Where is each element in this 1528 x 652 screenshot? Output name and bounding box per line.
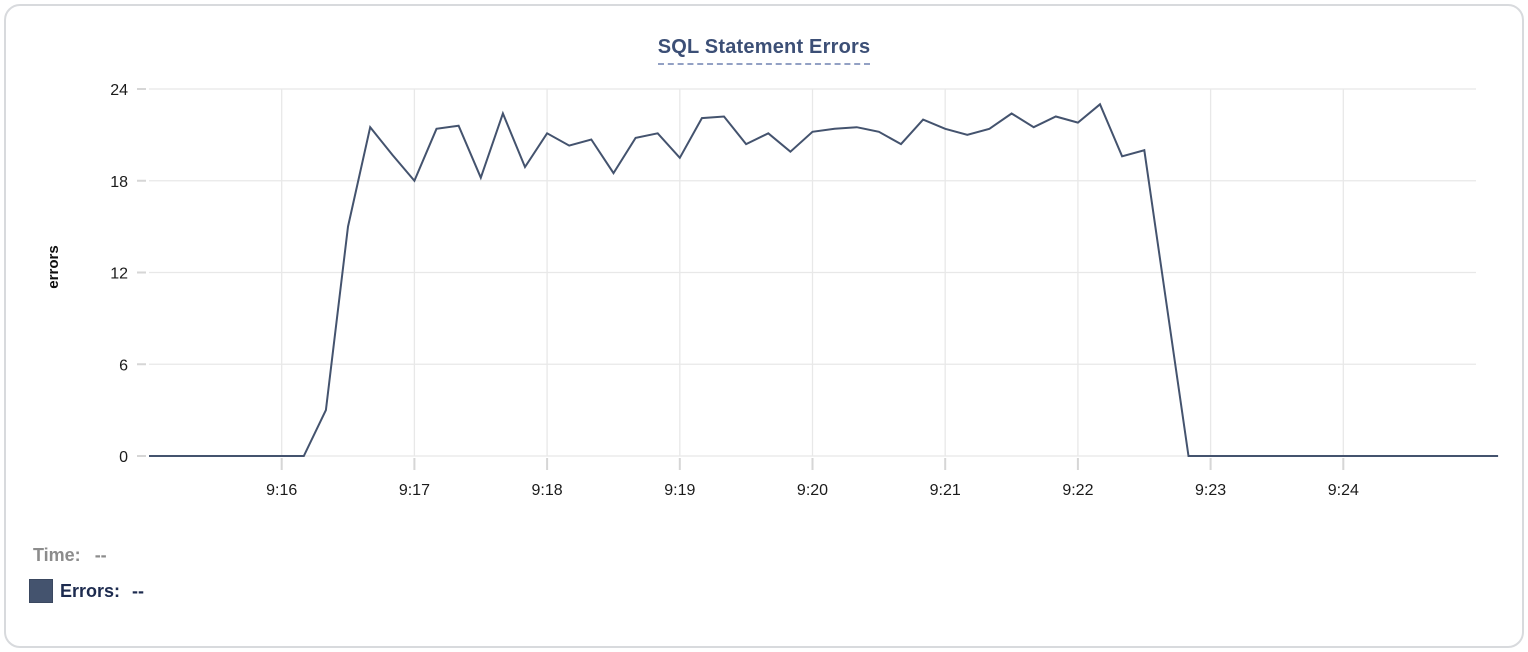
svg-text:9:22: 9:22 xyxy=(1062,482,1093,499)
svg-text:9:23: 9:23 xyxy=(1195,482,1226,499)
svg-text:6: 6 xyxy=(119,357,128,374)
svg-text:9:17: 9:17 xyxy=(399,482,430,499)
svg-text:18: 18 xyxy=(110,174,128,191)
svg-text:9:20: 9:20 xyxy=(797,482,828,499)
tooltip-time-value: -- xyxy=(94,544,107,565)
svg-text:0: 0 xyxy=(119,449,128,466)
svg-text:9:19: 9:19 xyxy=(664,482,695,499)
tooltip-time-label: Time: xyxy=(33,544,81,565)
tooltip-errors-value: -- xyxy=(132,580,145,601)
svg-text:24: 24 xyxy=(110,82,128,99)
errors-series-swatch-icon xyxy=(29,579,53,603)
svg-text:9:24: 9:24 xyxy=(1328,482,1359,499)
line-chart-plot-area[interactable]: 0 6 12 18 24 9:16 9:17 9:18 9:19 9:20 9:21 9:22 9:23… xyxy=(6,6,1528,518)
chart-title[interactable]: SQL Statement Errors xyxy=(657,36,871,65)
svg-text:9:18: 9:18 xyxy=(532,482,563,499)
svg-text:12: 12 xyxy=(110,266,128,283)
tooltip-time-row: Time: -- xyxy=(29,543,144,567)
chart-header: SQL Statement Errors xyxy=(6,36,1522,65)
chart-card: SQL Statement Errors errors 0 6 12 18 24 9:16… xyxy=(4,4,1524,648)
tooltip-errors-label: Errors: xyxy=(60,580,121,601)
tooltip-errors-row: Errors: -- xyxy=(29,579,144,603)
svg-text:9:21: 9:21 xyxy=(930,482,961,499)
tooltip-readout: Time: -- Errors: -- xyxy=(29,543,144,615)
svg-text:9:16: 9:16 xyxy=(266,482,297,499)
